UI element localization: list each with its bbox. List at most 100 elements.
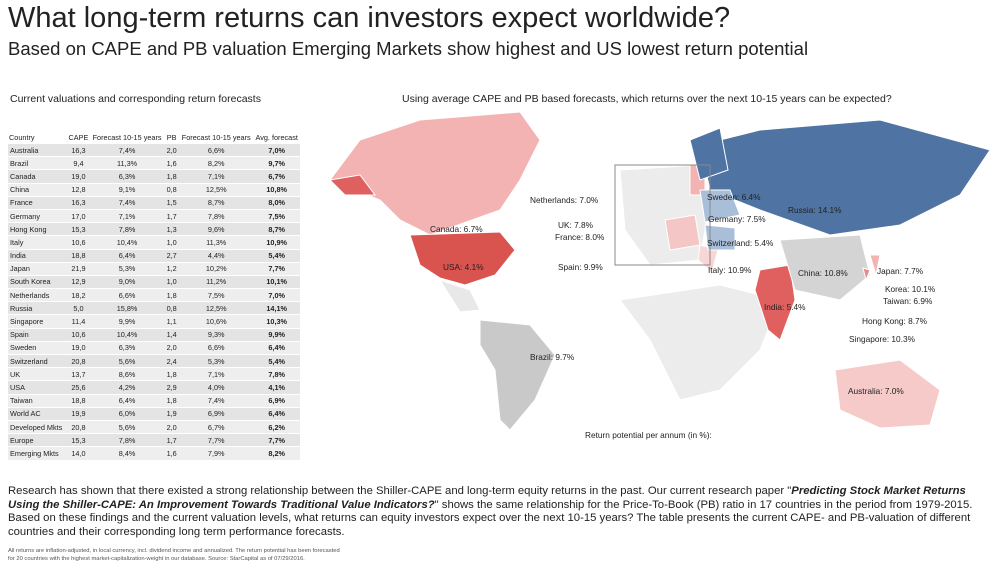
table-cell: 2,0 (164, 144, 180, 158)
table-cell: 0,8 (164, 301, 180, 316)
table-cell: 6,2% (253, 420, 300, 435)
table-cell: 7,1% (89, 209, 165, 224)
table-cell: 7,8% (253, 367, 300, 382)
table-cell: 7,0% (253, 144, 300, 158)
table-cell: Russia (8, 301, 67, 316)
table-cell: 6,3% (89, 341, 165, 356)
table-cell: 17,0 (67, 209, 90, 224)
table-cell: 15,3 (67, 222, 90, 237)
table-row: Japan 21,9 5,3% 1,2 10,2% 7,7% (8, 262, 300, 276)
table-cell: 8,0% (253, 196, 300, 210)
table-row: Sweden 19,0 6,3% 2,0 6,6% 6,4% (8, 341, 300, 356)
table-cell: 7,4% (179, 394, 254, 408)
table-cell: Germany (8, 209, 67, 224)
table-cell: 7,9% (179, 446, 254, 461)
table-cell: 6,4% (253, 341, 300, 356)
table-cell: Developed Mkts (8, 420, 67, 435)
table-cell: 20,8 (67, 420, 90, 435)
table-cell: Brazil (8, 156, 67, 171)
table-cell: 2,7 (164, 249, 180, 263)
table-cell: 5,6% (89, 354, 165, 369)
table-cell: 12,9 (67, 275, 90, 290)
table-cell: 2,9 (164, 380, 180, 395)
table-cell: 5,3% (89, 262, 165, 276)
table-cell: 21,9 (67, 262, 90, 276)
footnote-line: for 20 countries with the highest market… (8, 555, 305, 562)
table-cell: Singapore (8, 314, 67, 329)
country-label: USA: 4.1% (443, 262, 484, 272)
country-label: Germany: 7.5% (708, 214, 766, 224)
table-cell: 10,3% (253, 314, 300, 329)
table-cell: Australia (8, 144, 67, 158)
table-cell: 6,9% (179, 407, 254, 421)
paragraph-text: Research has shown that there existed a … (8, 485, 792, 497)
table-cell: 1,8 (164, 169, 180, 184)
table-row: Europe 15,3 7,8% 1,7 7,7% 7,7% (8, 433, 300, 448)
table-cell: 14,0 (67, 446, 90, 461)
table-cell: 7,4% (89, 196, 165, 210)
table-cell: 15,8% (89, 301, 165, 316)
table-cell: 9,9% (253, 328, 300, 342)
paper-title: Predicting Stock Market Returns Using th… (8, 485, 966, 511)
table-cell: 5,6% (89, 420, 165, 435)
table-cell: 10,1% (253, 275, 300, 290)
table-cell: 4,0% (179, 380, 254, 395)
table-cell: 5,0 (67, 301, 90, 316)
table-cell: 6,0% (89, 407, 165, 421)
table-cell: 10,4% (89, 328, 165, 342)
table-cell: 1,7 (164, 433, 180, 448)
table-cell: 6,3% (89, 169, 165, 184)
table-cell: 2,0 (164, 341, 180, 356)
table-cell: 12,5% (179, 301, 254, 316)
column-header: CAPE (67, 110, 90, 144)
table-row: Russia 5,0 15,8% 0,8 12,5% 14,1% (8, 301, 300, 316)
table-row: Switzerland 20,8 5,6% 2,4 5,3% 5,4% (8, 354, 300, 369)
country-label: UK: 7.8% (558, 220, 594, 230)
country-label: Australia: 7.0% (848, 386, 904, 396)
table-cell: 1,7 (164, 209, 180, 224)
table-cell: Sweden (8, 341, 67, 356)
table-cell: 1,8 (164, 394, 180, 408)
table-cell: 1,8 (164, 367, 180, 382)
table-row: South Korea 12,9 9,0% 1,0 11,2% 10,1% (8, 275, 300, 290)
table-row: Spain 10,6 10,4% 1,4 9,3% 9,9% (8, 328, 300, 342)
table-cell: 7,5% (253, 209, 300, 224)
country-label: Taiwan: 6.9% (883, 296, 933, 306)
table-cell: 7,1% (179, 169, 254, 184)
table-cell: Spain (8, 328, 67, 342)
table-cell: 11,3% (179, 235, 254, 250)
country-label: Netherlands: 7.0% (530, 195, 599, 205)
table-cell: 7,7% (253, 262, 300, 276)
footnote: All returns are inflation-adjusted, in l… (8, 548, 340, 563)
table-cell: 8,2% (179, 156, 254, 171)
table-cell: 6,9% (253, 394, 300, 408)
table-cell: Switzerland (8, 354, 67, 369)
table-cell: 7,4% (89, 144, 165, 158)
table-cell: 11,2% (179, 275, 254, 290)
table-cell: 1,3 (164, 222, 180, 237)
table-row: Italy 10,6 10,4% 1,0 11,3% 10,9% (8, 235, 300, 250)
world-map: Canada: 6.7% USA: 4.1% Netherlands: 7.0% UK… (328, 111, 991, 440)
table-cell: 1,5 (164, 196, 180, 210)
country-label: Canada: 6.7% (430, 224, 483, 234)
table-cell: 4,2% (89, 380, 165, 395)
table-cell: 6,4% (89, 249, 165, 263)
table-cell: 6,6% (179, 144, 254, 158)
table-cell: 10,6 (67, 328, 90, 342)
table-cell: USA (8, 380, 67, 395)
table-cell: 4,1% (253, 380, 300, 395)
table-row: France 16,3 7,4% 1,5 8,7% 8,0% (8, 196, 300, 210)
table-cell: 10,4% (89, 235, 165, 250)
table-cell: Canada (8, 169, 67, 184)
map-caption: Using average CAPE and PB based forecast… (402, 93, 892, 105)
table-cell: 1,1 (164, 314, 180, 329)
country-label: China: 10.8% (798, 268, 848, 278)
table-cell: 8,7% (179, 196, 254, 210)
country-label: Singapore: 10.3% (849, 334, 916, 344)
table-cell: 1,4 (164, 328, 180, 342)
table-cell: 7,8% (89, 433, 165, 448)
column-header: Forecast 10-15 years (89, 110, 165, 144)
column-header: Avg. forecast (253, 110, 300, 144)
table-cell: 7,8% (89, 222, 165, 237)
